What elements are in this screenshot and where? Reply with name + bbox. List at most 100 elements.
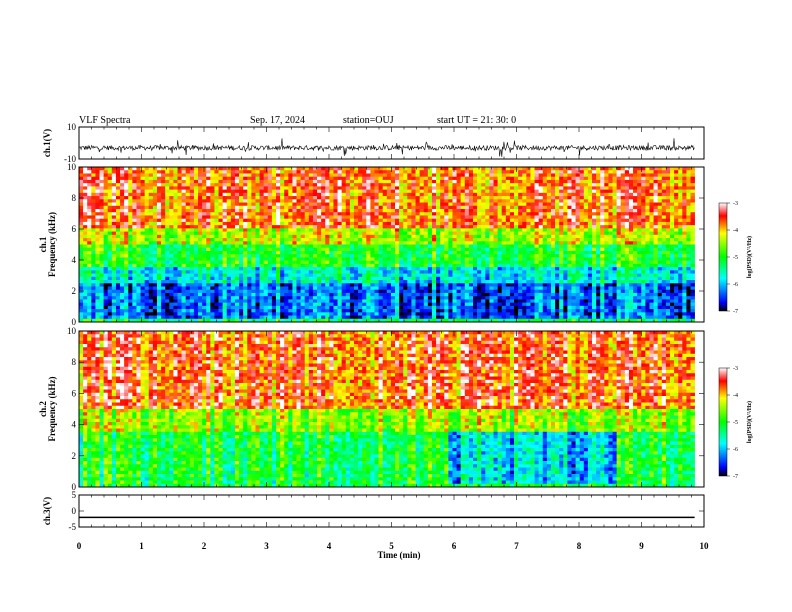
spectrogram-cell [366,260,371,265]
spectrogram-cell [333,263,338,268]
spectrogram-cell [234,286,240,291]
spectrogram-cell [448,221,453,226]
spectrogram-cell [362,221,367,226]
spectrogram-cell [185,179,191,184]
spectrogram-cell [329,286,334,291]
spectrogram-cell [300,173,306,177]
spectrogram-cell [140,318,145,323]
spectrogram-cell [501,221,507,226]
spectrogram-cell [427,312,433,316]
spectrogram-cell [407,273,412,278]
spectrogram-cell [419,199,425,203]
spectrogram-cell [87,296,92,300]
spectrogram-cell [103,196,109,200]
spectrogram-cell [280,244,285,249]
spectrogram-cell [226,215,232,219]
spectrogram-cell [148,238,154,242]
spectrogram-cell [255,225,260,229]
spectrogram-cell [456,225,461,229]
spectrogram-cell [452,267,457,271]
spectrogram-cell [489,302,494,307]
spectrogram-cell [431,289,437,294]
spectrogram-cell [411,260,416,265]
spectrogram-cell [345,241,351,245]
spectrogram-cell [226,179,232,184]
spectrogram-cell [436,221,441,226]
spectrogram-cell [390,189,396,194]
spectrogram-cell [489,208,494,213]
spectrogram-cell [288,228,293,232]
spectrogram-cell [128,205,133,210]
spectrogram-cell [312,189,318,194]
spectrogram-cell [386,231,392,236]
spectrogram-cell [362,215,367,219]
spectrogram-cell [353,305,359,310]
spectrogram-cell [115,192,121,197]
spectrogram-cell [419,244,425,249]
spectrogram-cell [399,205,404,210]
spectrogram-cell [79,250,84,255]
spectrogram-cell [136,286,141,291]
spectrogram-cell [481,280,486,284]
spectrogram-cell [304,270,310,274]
spectrogram-cell [300,270,306,274]
spectrogram-cell [374,241,379,245]
spectrogram-cell [185,176,191,181]
spectrogram-cell [304,208,310,213]
spectrogram-cell [222,263,228,268]
spectrogram-cell [448,276,453,281]
spectrogram-cell [493,179,498,184]
spectrogram-cell [230,202,236,207]
spectrogram-cell [497,250,503,255]
spectrogram-cell [444,241,449,245]
spectrogram-cell [95,186,100,190]
spectrogram-cell [440,173,445,177]
spectrogram-cell [169,186,174,190]
spectrogram-cell [497,215,503,219]
spectrogram-cell [144,312,150,316]
spectrogram-cell [497,241,503,245]
spectrogram-cell [440,170,445,174]
spectrogram-cell [120,273,125,278]
spectrogram-cell [276,225,281,229]
spectrogram-cell [304,189,310,194]
spectrogram-cell [161,228,166,232]
spectrogram-cell [202,179,207,184]
spectrogram-cell [436,234,441,239]
spectrogram-cell [173,292,178,297]
spectrogram-cell [214,173,219,177]
spectrogram-cell [419,299,425,303]
spectrogram-cell [156,231,162,236]
spectrogram-cell [333,167,338,171]
spectrogram-cell [83,196,88,200]
spectrogram-cell [403,280,408,284]
spectrogram-cell [271,202,277,207]
spectrogram-cell [115,167,121,171]
spectrogram-cell [181,215,186,219]
spectrogram-cell [497,292,503,297]
spectrogram-cell [206,238,211,242]
spectrogram-cell [468,173,474,177]
spectrogram-cell [206,186,211,190]
spectrogram-cell [161,241,166,245]
spectrogram-cell [140,305,145,310]
spectrogram-cell [477,312,482,316]
spectrogram-cell [185,299,191,303]
spectrogram-cell [411,276,416,281]
spectrogram-cell [210,292,215,297]
spectrogram-cell [489,289,494,294]
spectrogram-cell [263,280,269,284]
spectrogram-cell [489,176,494,181]
spectrogram-cell [395,254,400,258]
spectrogram-cell [165,208,170,213]
spectrogram-cell [276,183,281,187]
spectrogram-cell [140,179,145,184]
spectrogram-cell [321,302,326,307]
spectrogram-cell [395,218,400,223]
spectrogram-cell [247,238,252,242]
spectrogram-cell [477,299,482,303]
spectrogram-cell [206,289,211,294]
spectrogram-cell [120,315,125,320]
spectrogram-cell [407,267,412,271]
spectrogram-cell [128,176,133,181]
